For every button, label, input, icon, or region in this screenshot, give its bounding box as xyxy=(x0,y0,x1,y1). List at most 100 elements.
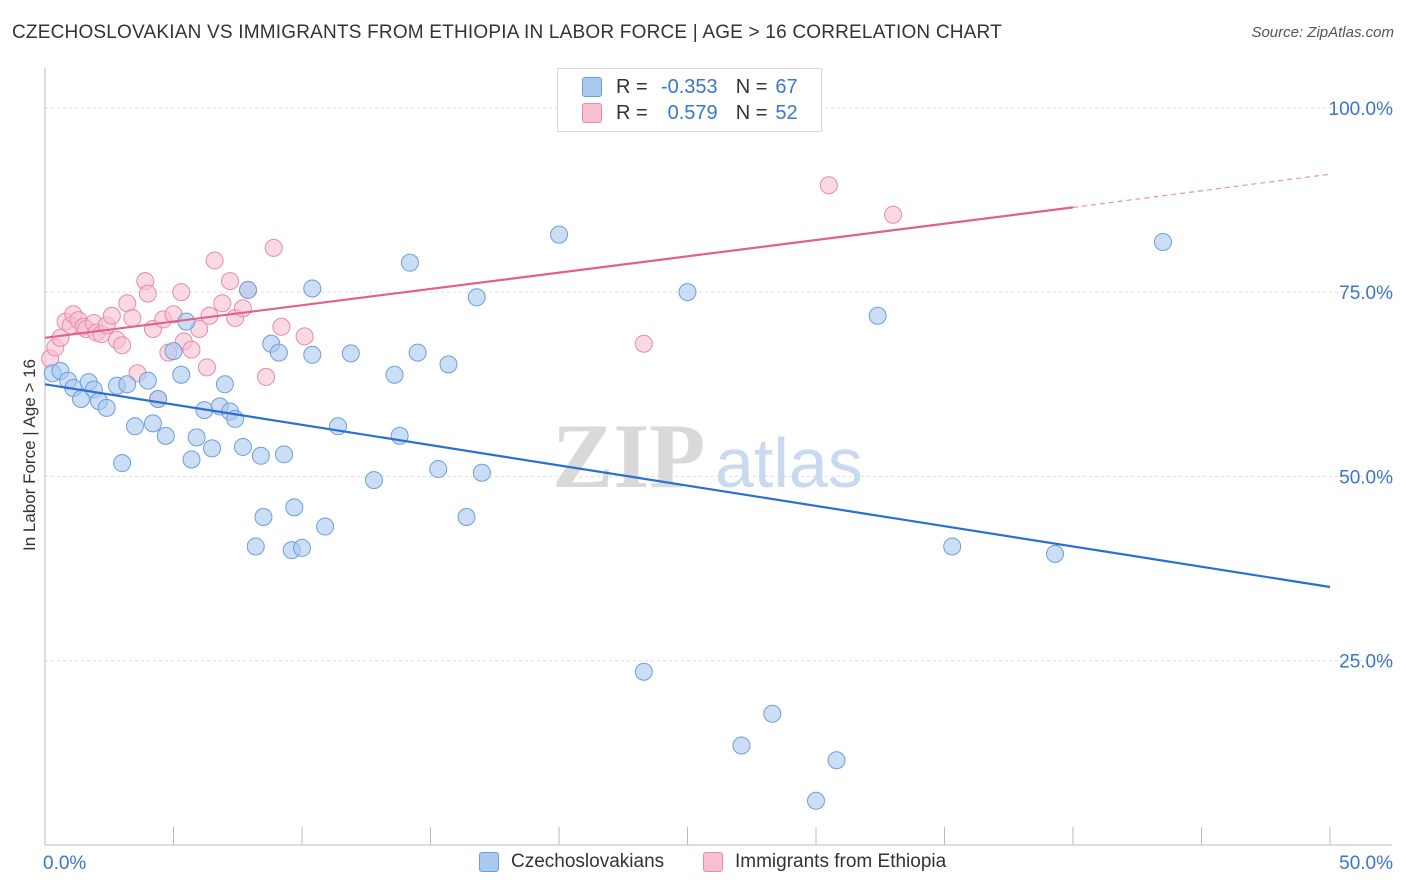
data-point-czechoslovakian xyxy=(275,445,294,464)
data-point-czechoslovakian xyxy=(246,537,265,556)
legend-label: Czechoslovakians xyxy=(511,851,665,872)
legend-n-value: 67 xyxy=(775,75,798,98)
data-point-ethiopia xyxy=(138,284,157,303)
data-point-czechoslovakian xyxy=(678,283,697,302)
data-point-ethiopia xyxy=(197,358,216,377)
data-point-ethiopia xyxy=(102,306,121,325)
legend-swatch-pink xyxy=(703,852,723,872)
data-point-czechoslovakian xyxy=(364,471,383,490)
data-point-ethiopia xyxy=(213,294,232,313)
data-point-czechoslovakian xyxy=(732,736,751,755)
data-point-czechoslovakian xyxy=(868,306,887,325)
legend-row-czechoslovakians: R = -0.353 N = 67 xyxy=(582,74,798,100)
legend-n-label: N = xyxy=(735,75,768,98)
data-point-czechoslovakian xyxy=(439,355,458,374)
data-point-ethiopia xyxy=(257,367,276,386)
data-point-czechoslovakian xyxy=(254,507,273,526)
trendline-ethiopia-extension xyxy=(1072,173,1331,208)
data-point-czechoslovakian xyxy=(125,417,144,436)
data-point-czechoslovakian xyxy=(550,225,568,244)
data-point-czechoslovakian xyxy=(285,498,304,517)
axes xyxy=(44,68,1392,846)
data-point-czechoslovakian xyxy=(467,288,486,307)
data-point-czechoslovakian xyxy=(1046,544,1065,563)
data-point-ethiopia xyxy=(182,340,201,359)
blue-series-points xyxy=(43,225,1172,810)
legend-swatch-pink xyxy=(582,103,602,123)
data-point-czechoslovakian xyxy=(293,538,311,557)
legend-label: Immigrants from Ethiopia xyxy=(735,851,947,872)
source-note: Source: ZipAtlas.com xyxy=(1251,24,1394,41)
data-point-czechoslovakian xyxy=(113,454,132,473)
data-point-czechoslovakian xyxy=(943,537,962,556)
data-point-czechoslovakian xyxy=(138,371,157,390)
data-point-ethiopia xyxy=(205,251,224,270)
data-point-ethiopia xyxy=(634,334,653,353)
data-point-czechoslovakian xyxy=(187,428,206,447)
y-tick-label: 25.0% xyxy=(1339,652,1393,673)
data-point-ethiopia xyxy=(295,327,314,346)
legend-n-label: N = xyxy=(735,101,768,124)
data-point-ethiopia xyxy=(264,238,283,257)
watermark-atlas: atlas xyxy=(715,424,863,502)
data-point-czechoslovakian xyxy=(239,280,258,299)
data-point-czechoslovakian xyxy=(827,751,846,770)
data-point-czechoslovakian xyxy=(1153,233,1172,252)
series-legend: Czechoslovakians Immigrants from Ethiopi… xyxy=(0,851,1406,877)
data-point-czechoslovakian xyxy=(303,279,322,298)
trendline-czechoslovakians xyxy=(44,383,1331,589)
data-point-czechoslovakian xyxy=(341,344,360,363)
data-point-ethiopia xyxy=(113,336,132,355)
legend-item-czechoslovakians: Czechoslovakians xyxy=(479,851,664,873)
legend-r-label: R = xyxy=(616,101,648,124)
data-point-czechoslovakian xyxy=(203,439,222,458)
data-point-czechoslovakian xyxy=(385,365,404,384)
pink-series-points xyxy=(41,176,903,409)
data-point-ethiopia xyxy=(221,272,240,291)
legend-item-ethiopia: Immigrants from Ethiopia xyxy=(703,851,946,873)
data-point-ethiopia xyxy=(123,308,142,327)
legend-n-value: 52 xyxy=(775,101,798,124)
data-point-czechoslovakian xyxy=(763,704,782,723)
data-point-czechoslovakian xyxy=(118,375,137,394)
data-point-czechoslovakian xyxy=(143,414,162,433)
legend-r-value: -0.353 xyxy=(660,75,718,98)
data-point-ethiopia xyxy=(172,283,191,302)
trendline-ethiopia xyxy=(44,206,1074,339)
x-tick-label: 0.0% xyxy=(43,853,86,874)
data-point-czechoslovakian xyxy=(472,463,491,482)
x-tick-label: 50.0% xyxy=(1339,853,1393,874)
watermark-zip: ZIP xyxy=(552,405,705,507)
chart-title: CZECHOSLOVAKIAN VS IMMIGRANTS FROM ETHIO… xyxy=(12,22,1002,43)
data-point-czechoslovakian xyxy=(215,375,234,394)
data-point-czechoslovakian xyxy=(182,450,201,469)
data-point-czechoslovakian xyxy=(807,791,825,810)
data-point-czechoslovakian xyxy=(172,365,191,384)
data-point-czechoslovakian xyxy=(149,390,168,409)
legend-r-value: 0.579 xyxy=(667,101,718,124)
data-point-czechoslovakian xyxy=(634,662,653,681)
y-tick-label: 75.0% xyxy=(1339,283,1393,304)
y-tick-label: 100.0% xyxy=(1329,99,1394,120)
data-point-czechoslovakian xyxy=(233,437,252,456)
correlation-legend: R = -0.353 N = 67 R = 0.579 N = 52 xyxy=(557,68,822,132)
data-point-czechoslovakian xyxy=(429,460,448,479)
y-tick-label: 50.0% xyxy=(1339,467,1393,488)
data-point-czechoslovakian xyxy=(97,398,116,417)
tick-labels: 25.0% 50.0% 75.0% 100.0% 0.0% 50.0% xyxy=(43,99,1393,874)
data-point-czechoslovakian xyxy=(164,342,183,361)
data-point-czechoslovakian xyxy=(400,253,419,272)
data-point-czechoslovakian xyxy=(457,507,476,526)
data-point-czechoslovakian xyxy=(269,343,288,362)
data-point-czechoslovakian xyxy=(316,517,335,536)
legend-swatch-blue xyxy=(479,852,499,872)
grid-lines xyxy=(45,107,1392,662)
data-point-czechoslovakian xyxy=(303,345,322,364)
legend-r-label: R = xyxy=(616,75,648,98)
data-point-czechoslovakian xyxy=(156,426,175,445)
data-point-ethiopia xyxy=(819,176,838,195)
legend-swatch-blue xyxy=(582,77,602,97)
data-point-czechoslovakian xyxy=(408,343,427,362)
data-point-czechoslovakian xyxy=(251,446,270,465)
